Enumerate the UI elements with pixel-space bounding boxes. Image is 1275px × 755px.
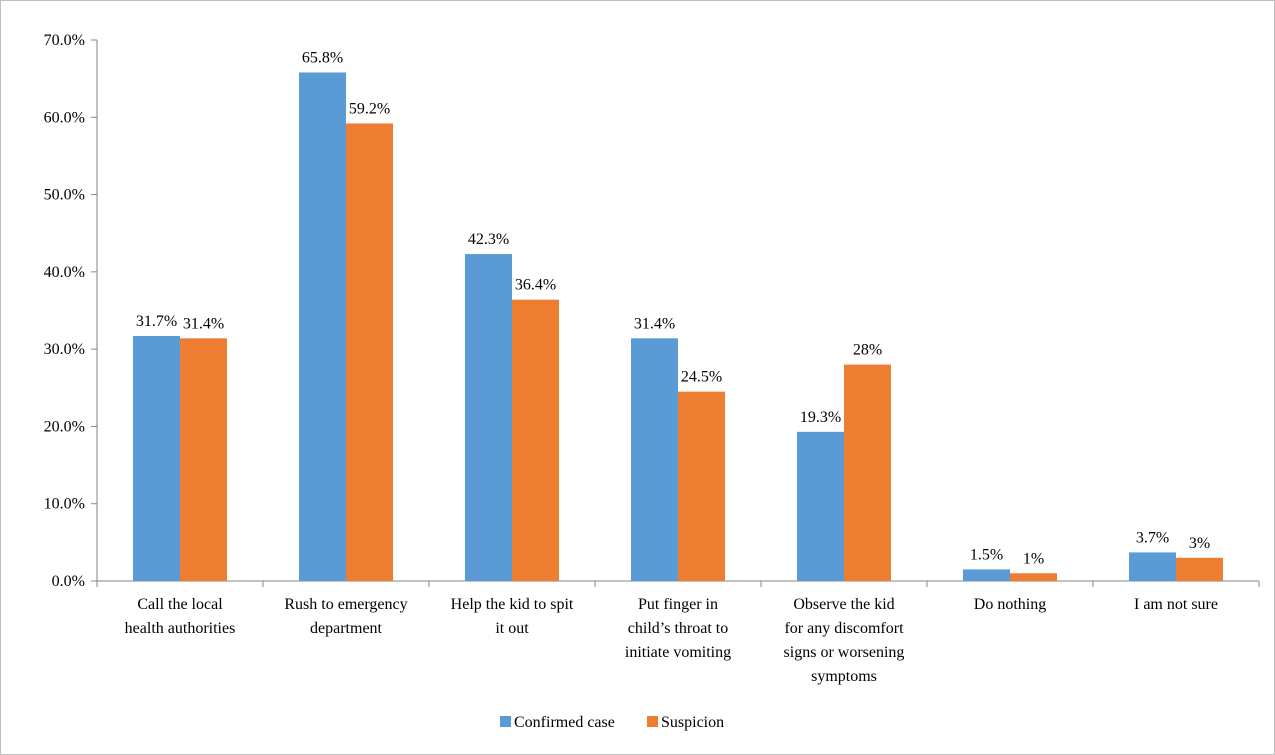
- category-label: Help the kid to spit: [451, 596, 574, 613]
- bar: [844, 364, 891, 581]
- category-label: Do nothing: [974, 596, 1046, 613]
- bar: [346, 123, 393, 582]
- data-label: 31.4%: [634, 315, 675, 332]
- category-label: signs or worsening: [784, 644, 905, 661]
- bar: [1176, 557, 1223, 581]
- data-label: 59.2%: [349, 100, 390, 117]
- y-tick-label: 20.0%: [44, 418, 85, 435]
- y-tick-label: 0.0%: [52, 573, 85, 590]
- bar: [1129, 552, 1176, 581]
- category-label: health authorities: [125, 620, 236, 637]
- bar: [1010, 573, 1057, 581]
- category-label: it out: [495, 620, 529, 637]
- data-label: 1.5%: [970, 546, 1003, 563]
- legend-label: Suspicion: [661, 714, 724, 731]
- bar: [180, 338, 227, 581]
- data-label: 65.8%: [302, 49, 343, 66]
- data-label: 3.7%: [1136, 529, 1169, 546]
- y-tick-label: 10.0%: [44, 496, 85, 513]
- category-label: Put finger in: [638, 596, 718, 613]
- bar: [797, 431, 844, 581]
- legend-swatch: [647, 716, 658, 727]
- category-label: initiate vomiting: [625, 644, 731, 661]
- category-label: department: [310, 620, 383, 637]
- data-label: 19.3%: [800, 409, 841, 426]
- bar: [631, 338, 678, 581]
- legend-label: Confirmed case: [514, 714, 615, 731]
- data-label: 31.4%: [183, 315, 224, 332]
- category-label: Rush to emergency: [284, 596, 407, 613]
- data-label: 1%: [1023, 550, 1044, 567]
- y-tick-label: 60.0%: [44, 109, 85, 126]
- category-label: Call the local: [137, 596, 223, 613]
- y-tick-label: 50.0%: [44, 187, 85, 204]
- data-label: 24.5%: [681, 369, 722, 386]
- legend-swatch: [500, 716, 511, 727]
- y-tick-label: 40.0%: [44, 264, 85, 281]
- category-label: for any discomfort: [784, 620, 904, 637]
- bar: [512, 299, 559, 581]
- data-label: 36.4%: [515, 277, 556, 294]
- category-label: I am not sure: [1134, 596, 1218, 613]
- bar: [299, 72, 346, 582]
- bar: [678, 391, 725, 581]
- category-label: child’s throat to: [628, 620, 728, 637]
- bar: [963, 569, 1010, 581]
- y-tick-label: 30.0%: [44, 341, 85, 358]
- category-label: Observe the kid: [793, 596, 894, 613]
- data-label: 28%: [853, 342, 882, 359]
- y-tick-label: 70.0%: [44, 32, 85, 49]
- data-label: 3%: [1189, 535, 1210, 552]
- data-label: 42.3%: [468, 231, 509, 248]
- data-label: 31.7%: [136, 313, 177, 330]
- bar: [133, 336, 180, 581]
- bar: [465, 254, 512, 581]
- category-label: symptoms: [811, 668, 877, 685]
